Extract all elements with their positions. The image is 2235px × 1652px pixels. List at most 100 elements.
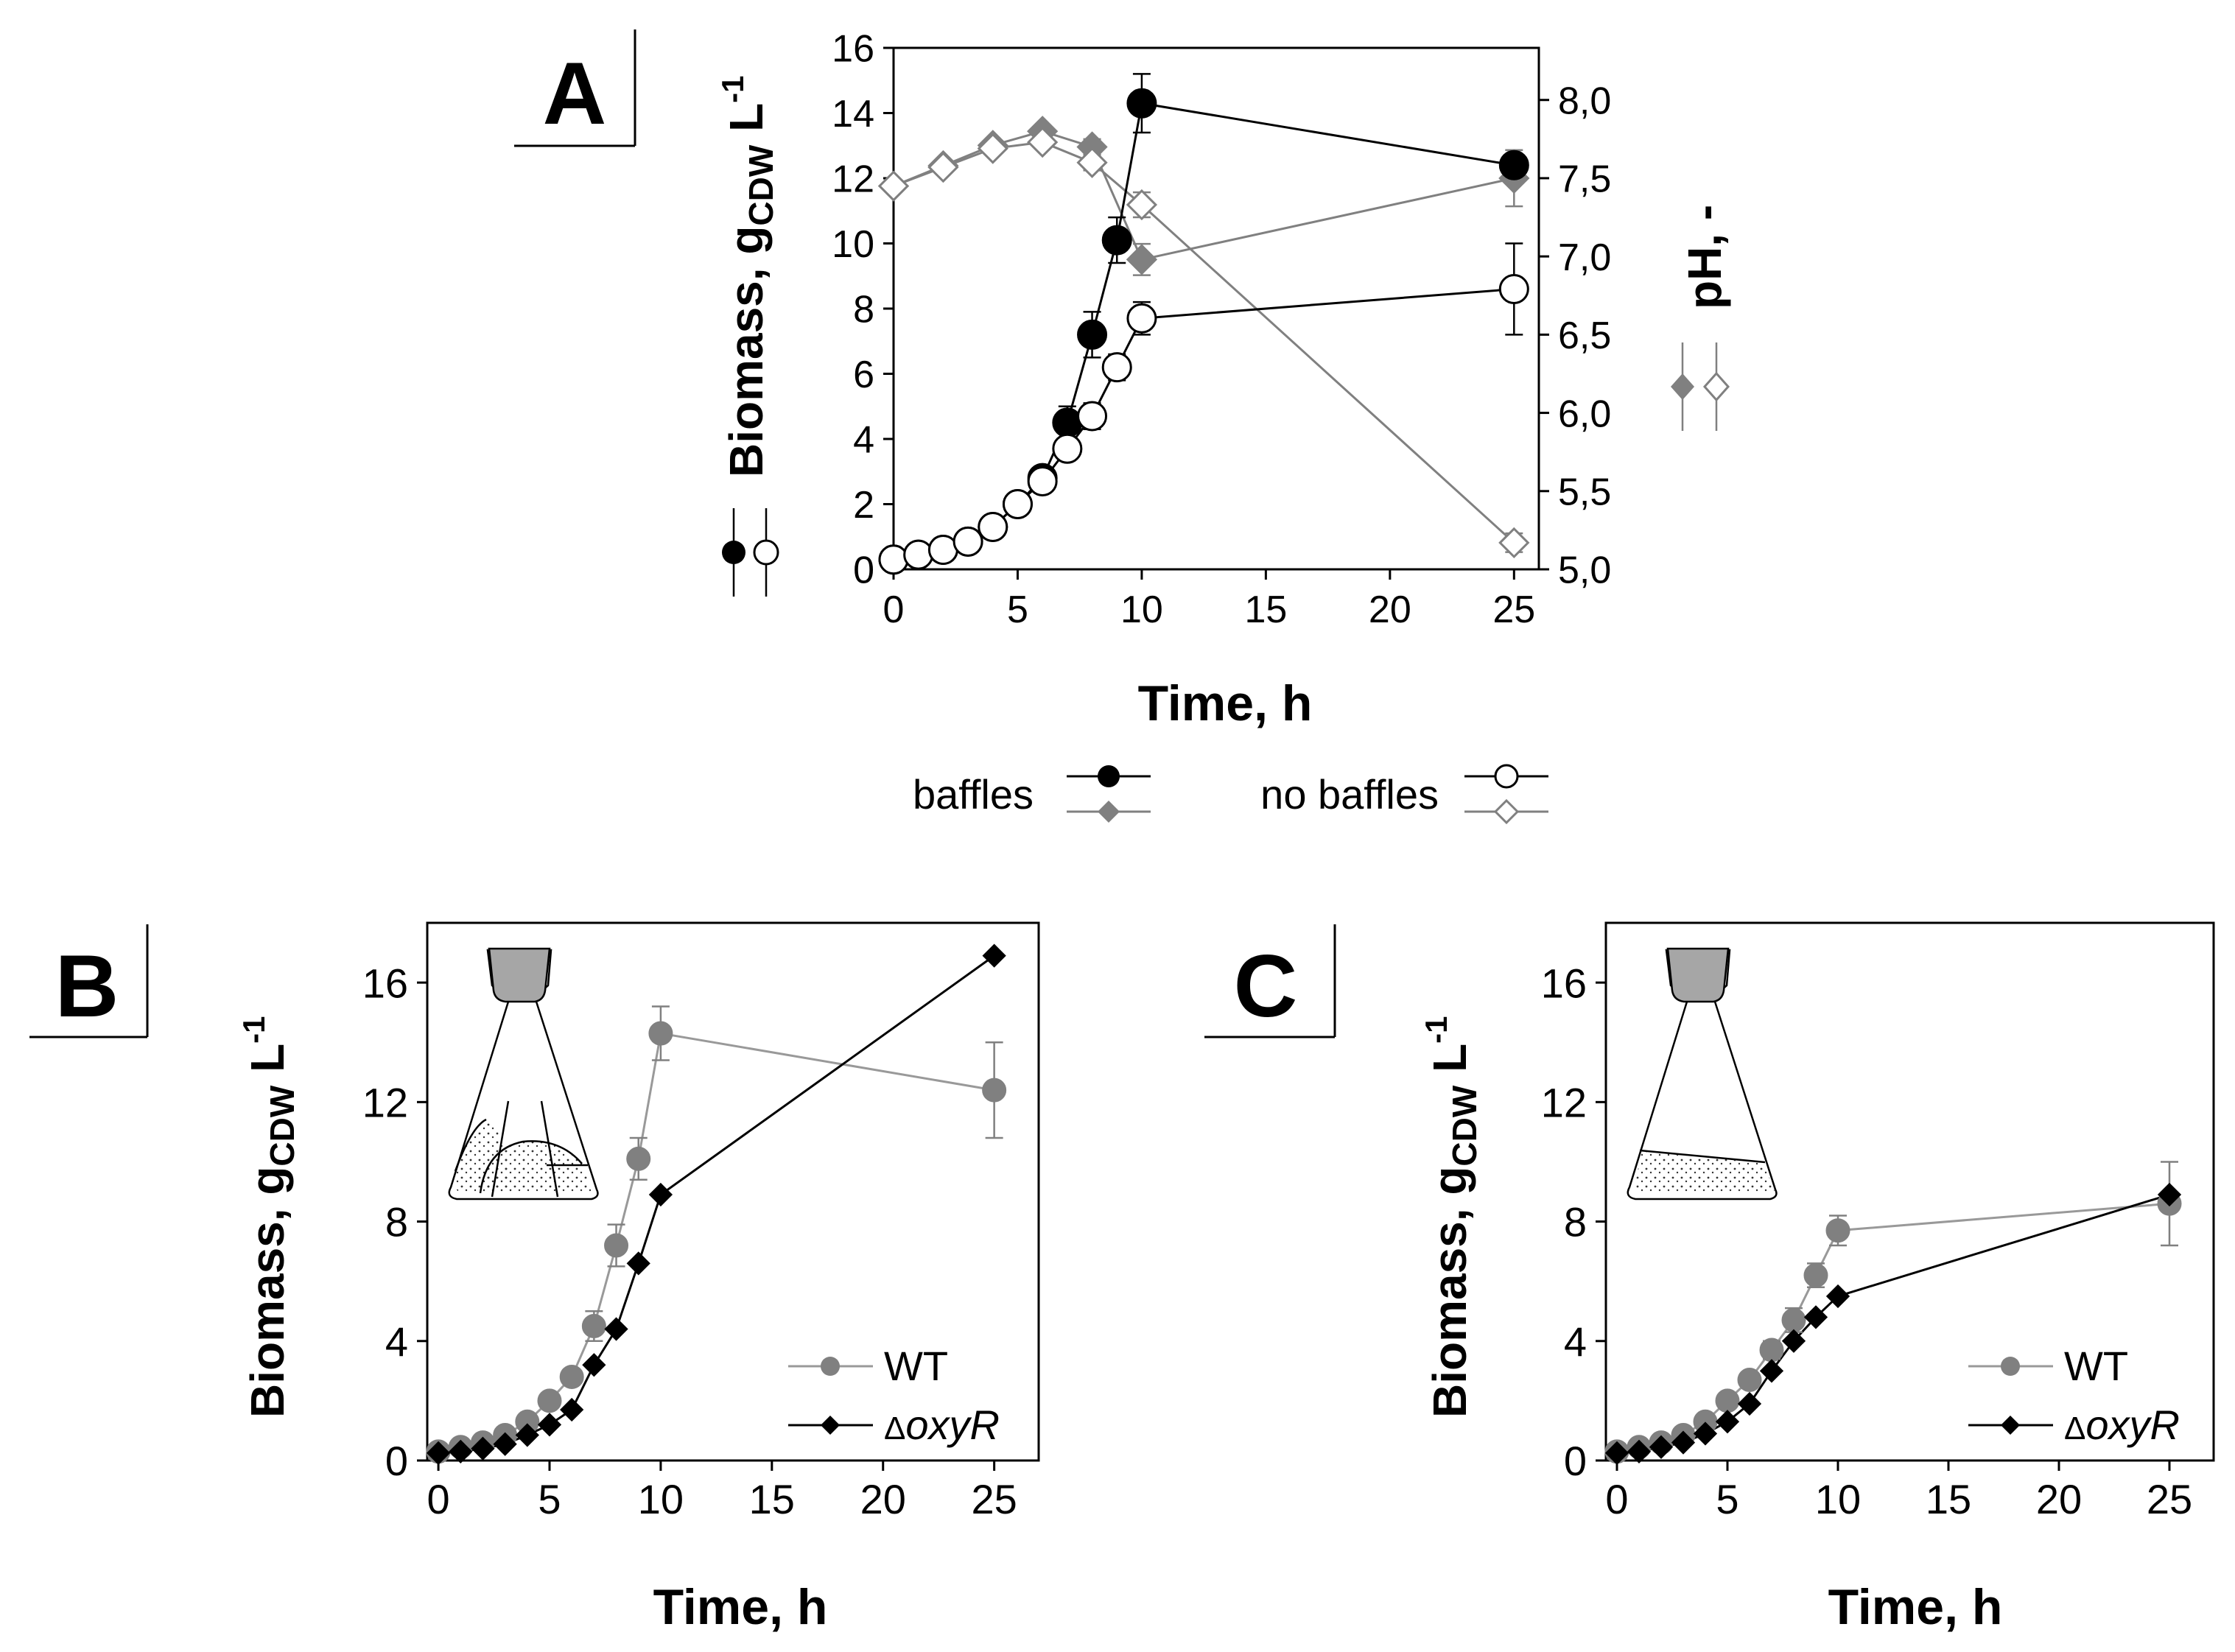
- panel-b-y-tick-label: 0: [385, 1438, 408, 1484]
- panel-a-data-point: [878, 544, 909, 575]
- legend-baffles-biomass-marker: [1098, 765, 1120, 787]
- panel-b-data-point: [982, 943, 1006, 968]
- panel-a-data-point: [1126, 303, 1157, 334]
- panel-c-x-tick-label: 20: [2036, 1476, 2082, 1522]
- panel-a-y-label-main: Biomass, g: [720, 226, 773, 477]
- panel-b-x-label: Time, h: [653, 1579, 828, 1635]
- panel-a-series-line: [893, 141, 1515, 544]
- panel-c-data-point: [1781, 1329, 1806, 1353]
- panel-c-y-label: Biomass, gCDW L-1: [1419, 1016, 1484, 1418]
- panel-b-legend-wt-label: WT: [884, 1343, 948, 1389]
- panel-c-data-point: [1627, 1439, 1652, 1463]
- panel-b-data-point: [560, 1397, 584, 1422]
- panel-a-data-point: [977, 133, 1008, 164]
- panel-c-data-point: [1759, 1338, 1784, 1363]
- panel-b-series: [426, 943, 1007, 1465]
- panel-b-data-point: [604, 1233, 629, 1258]
- panel-a-data-point: [1077, 401, 1108, 432]
- panel-c-x-ticks: 0 5 10 15 20 25: [1605, 1461, 2192, 1522]
- panel-c-data-point: [1604, 1441, 1629, 1465]
- panel-b-y-label-sup: -1: [236, 1016, 271, 1043]
- panel-a-x-tick-label: 15: [1244, 588, 1287, 631]
- panel-a: A 0 2 4 6 8 10 12 14 16 5,0 5,5 6,0 6,5 7,0 7,5 8,0 0 5…: [514, 28, 1731, 825]
- panel-b-legend-mutant-marker: [821, 1416, 840, 1435]
- panel-c-legend-wt-marker: [2001, 1357, 2020, 1376]
- panel-c: C 0 4 8 12 16 0 5 10 15 20 25 Time, h Biomass, gC…: [1204, 921, 2215, 1635]
- panel-c-data-point: [1649, 1435, 1674, 1459]
- panel-c-series: [1604, 1161, 2182, 1465]
- panel-a-letter: A: [543, 44, 607, 143]
- panel-c-y-tick-label: 8: [1564, 1199, 1587, 1245]
- panel-a-x-tick-label: 10: [1120, 588, 1163, 631]
- panel-b-data-point: [449, 1439, 473, 1463]
- legend-no-baffles-label: no baffles: [1260, 771, 1439, 818]
- panel-a-data-point: [1101, 225, 1132, 256]
- panel-b-y-tick-label: 4: [385, 1318, 408, 1365]
- panel-b-data-point: [604, 1317, 628, 1341]
- panel-a-data-point: [1077, 319, 1108, 350]
- panel-a-y-ticks: 0 2 4 6 8 10 12 14 16: [832, 28, 894, 592]
- panel-c-y-ticks: 0 4 8 12 16: [1541, 960, 1606, 1484]
- panel-c-y-label-sub: CDW: [1445, 1085, 1484, 1166]
- panel-b-data-point: [471, 1436, 495, 1461]
- panel-a-data-point: [1027, 126, 1059, 158]
- legend-no-baffles-biomass-marker: [1494, 764, 1519, 789]
- panel-a-y2-tick-label: 6,0: [1558, 393, 1611, 435]
- panel-c-data-point: [1715, 1410, 1740, 1434]
- panel-a-y-label-unit: L: [720, 103, 773, 145]
- panel-b-x-ticks: 0 5 10 15 20 25: [427, 1461, 1017, 1522]
- panel-c-data-point: [2157, 1182, 2182, 1207]
- panel-a-data-point: [1126, 244, 1158, 275]
- panel-a-y2-tick-label: 5,5: [1558, 471, 1611, 514]
- panel-a-x-ticks: 0 5 10 15 20 25: [883, 569, 1535, 631]
- panel-c-data-point: [1671, 1430, 1696, 1455]
- panel-a-left-axis-key: [722, 508, 779, 597]
- panel-b-data-point: [537, 1413, 562, 1437]
- panel-a-data-point: [903, 539, 934, 570]
- panel-c-unbaffled-flask-inset: [1627, 947, 1778, 1201]
- panel-a-y2-tick-label: 8,0: [1558, 80, 1611, 122]
- panel-b-data-point: [559, 1364, 584, 1389]
- legend-baffles-label: baffles: [913, 771, 1034, 818]
- panel-c-data-point: [1825, 1218, 1850, 1243]
- panel-b-data-point: [648, 1021, 673, 1046]
- panel-a-x-tick-label: 5: [1007, 588, 1028, 631]
- panel-c-x-tick-label: 0: [1605, 1476, 1628, 1522]
- panel-b-y-tick-label: 12: [362, 1079, 408, 1125]
- panel-b-data-point: [626, 1146, 651, 1171]
- panel-a-data-point: [1076, 147, 1108, 178]
- panel-a-y-tick-label: 14: [832, 93, 874, 136]
- panel-c-y-tick-label: 12: [1541, 1079, 1587, 1125]
- panel-c-legend-mutant-label: ΔoxyR: [2064, 1402, 2180, 1448]
- panel-b-x-tick-label: 10: [638, 1476, 684, 1522]
- panel-b-plot-frame: [426, 921, 1040, 1462]
- panel-c-legend-mutant-marker: [2001, 1416, 2020, 1435]
- legend-baffles-ph-marker: [1098, 801, 1120, 823]
- panel-c-legend-wt-label: WT: [2064, 1343, 2128, 1389]
- panel-c-x-tick-label: 5: [1716, 1476, 1738, 1522]
- panel-a-y2-tick-label: 6,5: [1558, 314, 1611, 357]
- panel-c-x-tick-label: 25: [2147, 1476, 2192, 1522]
- panel-c-plot-frame: [1604, 921, 2215, 1462]
- panel-b-x-tick-label: 20: [860, 1476, 906, 1522]
- panel-a-y2-tick-label: 5,0: [1558, 549, 1611, 592]
- panel-c-legend: WT ΔoxyR: [1968, 1343, 2180, 1448]
- panel-c-data-point: [1693, 1421, 1718, 1446]
- panel-b-y-ticks: 0 4 8 12 16: [362, 960, 427, 1484]
- panel-a-x-tick-label: 20: [1369, 588, 1411, 631]
- panel-b-y-tick-label: 8: [385, 1199, 408, 1245]
- panel-c-letter: C: [1234, 937, 1298, 1036]
- panel-c-data-point: [1781, 1307, 1806, 1332]
- panel-b-data-point: [648, 1182, 673, 1207]
- panel-a-y-tick-label: 0: [853, 549, 874, 592]
- panel-b-x-tick-label: 0: [427, 1476, 450, 1522]
- panel-a-data-point: [1002, 489, 1033, 519]
- panel-a-y-tick-label: 10: [832, 223, 874, 266]
- panel-b-y-label-unit: L: [241, 1044, 294, 1086]
- panel-a-x-label: Time, h: [1138, 675, 1313, 731]
- panel-c-data-point: [1803, 1263, 1828, 1288]
- panel-a-y2-label: pH, -: [1678, 205, 1731, 309]
- panel-a-data-point: [927, 151, 959, 183]
- panel-b-legend-delta: Δ: [884, 1410, 905, 1447]
- panel-a-series: [877, 73, 1530, 575]
